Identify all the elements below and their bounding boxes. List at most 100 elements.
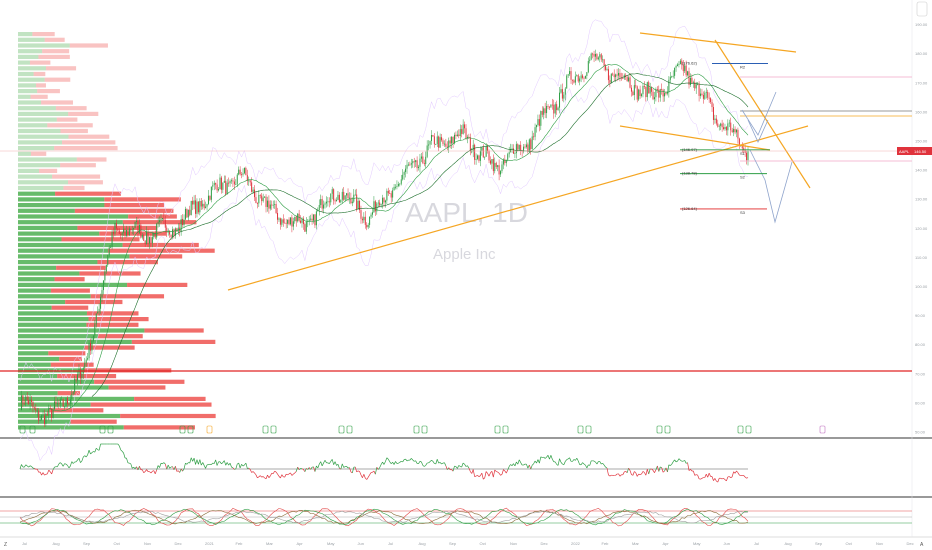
volume-profile-down-bar: [127, 282, 188, 287]
rsi-segment: [51, 469, 54, 475]
candle-body: [130, 228, 132, 231]
rsi-segment: [83, 455, 85, 458]
volume-profile-down-bar: [60, 128, 88, 134]
volume-profile-down-bar: [90, 402, 212, 407]
candle-body: [272, 204, 274, 206]
volume-profile-up-bar: [18, 345, 85, 350]
candle-body: [403, 172, 405, 175]
candle-body: [187, 209, 189, 218]
volume-profile-up-bar: [18, 220, 123, 225]
rsi-segment: [411, 458, 414, 461]
rsi-segment: [29, 465, 32, 467]
candle-body: [510, 148, 512, 153]
volume-profile-up-bar: [18, 260, 98, 265]
price-axis[interactable]: 190.00 180.00 170.00 160.00 150.00 140.00 130.…: [915, 22, 928, 434]
candle-body: [553, 104, 555, 114]
rsi-segment: [85, 454, 88, 458]
candle-body: [148, 237, 150, 244]
rsi-segment: [726, 476, 729, 481]
candle-body: [146, 231, 148, 244]
candle-body: [661, 89, 663, 90]
rsi-segment: [496, 471, 498, 473]
candle-body: [189, 209, 191, 216]
candle-body: [520, 144, 522, 151]
candle-body: [487, 146, 489, 152]
volume-profile-down-bar: [104, 203, 164, 208]
time-axis[interactable]: Jul Aug Sep Oct Nov Dec 2021 Feb Mar Apr May Jun Jul…: [22, 541, 914, 546]
rsi-segment: [648, 468, 651, 475]
rsi-segment: [255, 474, 258, 479]
volume-profile-up-bar: [18, 174, 53, 179]
candle-body: [538, 119, 540, 126]
rsi-segment: [62, 463, 65, 467]
stochastic-line: [19, 507, 749, 527]
candle-body: [232, 180, 234, 182]
candle-body: [466, 136, 468, 139]
candle-body: [347, 193, 349, 199]
rsi-segment: [343, 466, 346, 468]
rsi-segment: [477, 475, 480, 477]
rsi-segment: [655, 465, 658, 470]
rsi-segment: [746, 477, 749, 479]
candle-body: [373, 201, 375, 213]
rsi-segment: [421, 461, 424, 466]
candle-body: [333, 189, 335, 201]
rsi-segment: [714, 478, 717, 482]
rsi-segment: [261, 476, 264, 478]
rsi-segment: [478, 475, 481, 477]
rsi-segment: [42, 472, 45, 476]
rsi-segment: [720, 477, 723, 480]
rsi-segment: [658, 466, 661, 472]
rsi-segment: [239, 464, 242, 469]
volume-profile-up-bar: [18, 134, 69, 139]
candle-body: [123, 228, 125, 233]
auto-scale-button[interactable]: A: [920, 542, 924, 548]
candle-body: [105, 265, 107, 272]
candle-body: [540, 111, 542, 126]
volume-profile-down-bar: [55, 191, 121, 196]
scale-settings-button[interactable]: [916, 1, 928, 17]
candle-body: [147, 231, 149, 244]
candle-body: [694, 82, 696, 89]
rsi-segment: [528, 464, 532, 470]
rsi-segment: [618, 473, 621, 477]
rsi-segment: [677, 458, 680, 462]
candle-body: [115, 223, 117, 229]
time-tick-label: Oct: [846, 541, 853, 546]
candle-body: [174, 228, 176, 236]
rsi-segment: [57, 463, 60, 467]
candle-body: [353, 194, 355, 202]
rsi-segment: [354, 466, 358, 472]
volume-profile-up-bar: [18, 106, 56, 111]
rsi-segment: [176, 470, 179, 472]
timezone-button[interactable]: Z: [4, 542, 7, 548]
candle-body: [163, 217, 165, 221]
rsi-segment: [245, 462, 248, 469]
rsi-segment: [539, 456, 542, 464]
volume-profile-down-bar: [56, 117, 78, 122]
rsi-segment: [295, 467, 299, 472]
candle-body: [219, 177, 221, 190]
volume-profile-down-bar: [88, 317, 149, 322]
candle-body: [79, 369, 81, 379]
candle-body: [66, 398, 68, 404]
time-tick-label: Aug: [785, 541, 792, 546]
candle-body: [62, 399, 64, 407]
volume-profile-up-bar: [18, 311, 87, 316]
time-tick-label: Dec: [541, 541, 548, 546]
candle-body: [284, 222, 286, 224]
candle-body: [324, 203, 326, 205]
candle-body: [136, 221, 138, 222]
rsi-segment: [409, 458, 412, 461]
candle-body: [684, 65, 686, 72]
rsi-segment: [146, 469, 149, 472]
volume-profile-down-bar: [99, 231, 167, 236]
candle-body: [52, 409, 54, 418]
rsi-segment: [362, 474, 365, 478]
rsi-segment: [137, 466, 140, 471]
volume-profile-down-bar: [32, 32, 55, 37]
rsi-segment: [164, 463, 168, 470]
rsi-segment: [559, 458, 562, 463]
volume-profile-up-bar: [18, 89, 38, 94]
